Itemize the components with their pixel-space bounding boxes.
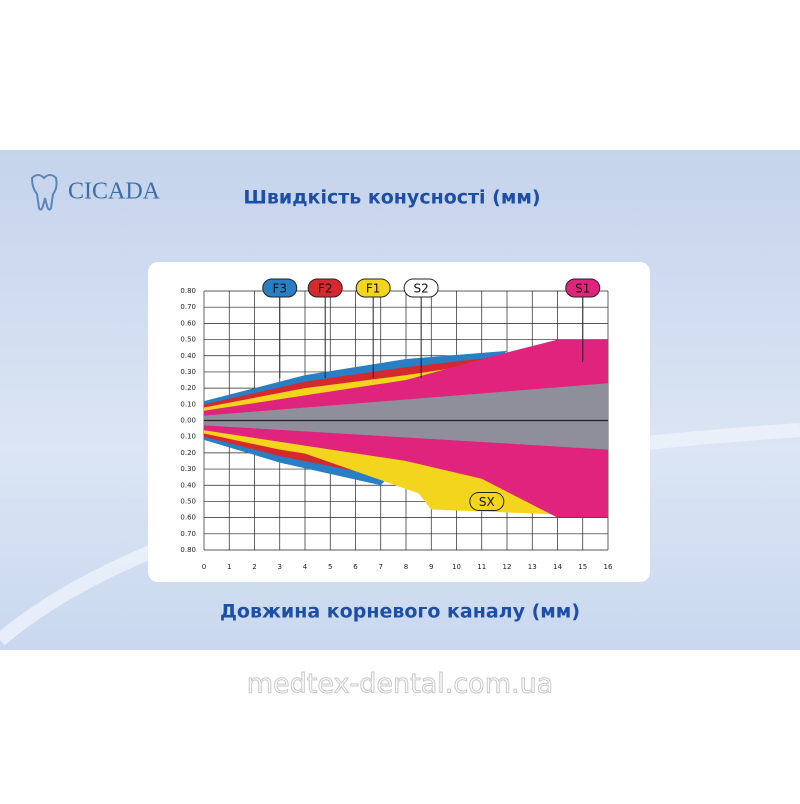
x-tick-label: 12 xyxy=(503,563,512,571)
x-tick-label: 7 xyxy=(379,563,383,571)
chart-title: Швидкість конусності (мм) xyxy=(243,187,540,209)
y-tick-label: 0.10 xyxy=(180,433,196,441)
x-tick-label: 2 xyxy=(252,563,256,571)
x-tick-label: 16 xyxy=(604,563,613,571)
x-tick-label: 0 xyxy=(202,563,206,571)
taper-area xyxy=(204,383,608,450)
x-tick-label: 10 xyxy=(452,563,461,571)
x-tick-label: 15 xyxy=(578,563,587,571)
legend-label: S2 xyxy=(414,282,429,296)
legend-pill xyxy=(469,491,505,511)
y-tick-label: 0.30 xyxy=(180,465,196,473)
legend-label: F2 xyxy=(318,282,333,296)
legend-pill xyxy=(262,278,298,298)
y-tick-label: 0.30 xyxy=(180,368,196,376)
x-tick-label: 6 xyxy=(353,563,358,571)
logo: CICADA xyxy=(30,174,161,211)
x-tick-label: 8 xyxy=(404,563,408,571)
y-tick-label: 0.70 xyxy=(180,303,196,311)
y-tick-label: 0.40 xyxy=(180,352,196,360)
legend-label: F1 xyxy=(366,282,381,296)
y-tick-label: 0.40 xyxy=(180,481,196,489)
y-tick-label: 0.20 xyxy=(180,449,196,457)
x-tick-label: 9 xyxy=(429,563,433,571)
plot: 0.80 0.70 0.60 0.50 0.40 0.30 0.20 0.10 0.00 0.10… xyxy=(180,278,613,571)
y-tick-label: 0.50 xyxy=(180,336,196,344)
x-tick-label: 13 xyxy=(528,563,537,571)
legend-pill xyxy=(565,278,601,298)
x-tick-label: 14 xyxy=(553,563,562,571)
y-tick-label: 0.50 xyxy=(180,497,196,505)
logo-icon xyxy=(30,174,58,211)
y-tick-label: 0.60 xyxy=(180,514,196,522)
legend-pill xyxy=(355,278,391,298)
legend-label: F3 xyxy=(272,282,287,296)
x-axis-label: Довжина корневого каналу (мм) xyxy=(220,601,580,623)
y-tick-label: 0.20 xyxy=(180,384,196,392)
legend-pill xyxy=(307,278,343,298)
legend-label: SX xyxy=(479,495,495,509)
x-tick-label: 4 xyxy=(303,563,308,571)
x-tick-label: 1 xyxy=(227,563,231,571)
y-tick-label: 0.70 xyxy=(180,530,196,538)
x-tick-label: 11 xyxy=(477,563,486,571)
y-tick-label: 0.10 xyxy=(180,400,196,408)
x-tick-label: 3 xyxy=(278,563,282,571)
y-tick-label: 0.80 xyxy=(180,287,196,295)
legend-label: S1 xyxy=(575,282,590,296)
watermark: medtex-dental.com.ua xyxy=(247,669,553,700)
brand: CICADA xyxy=(68,179,161,205)
y-tick-label: 0.80 xyxy=(180,546,196,554)
y-tick-label: 0.00 xyxy=(180,417,196,425)
legend-pill xyxy=(403,278,439,298)
y-tick-label: 0.60 xyxy=(180,319,196,327)
x-tick-label: 5 xyxy=(328,563,332,571)
